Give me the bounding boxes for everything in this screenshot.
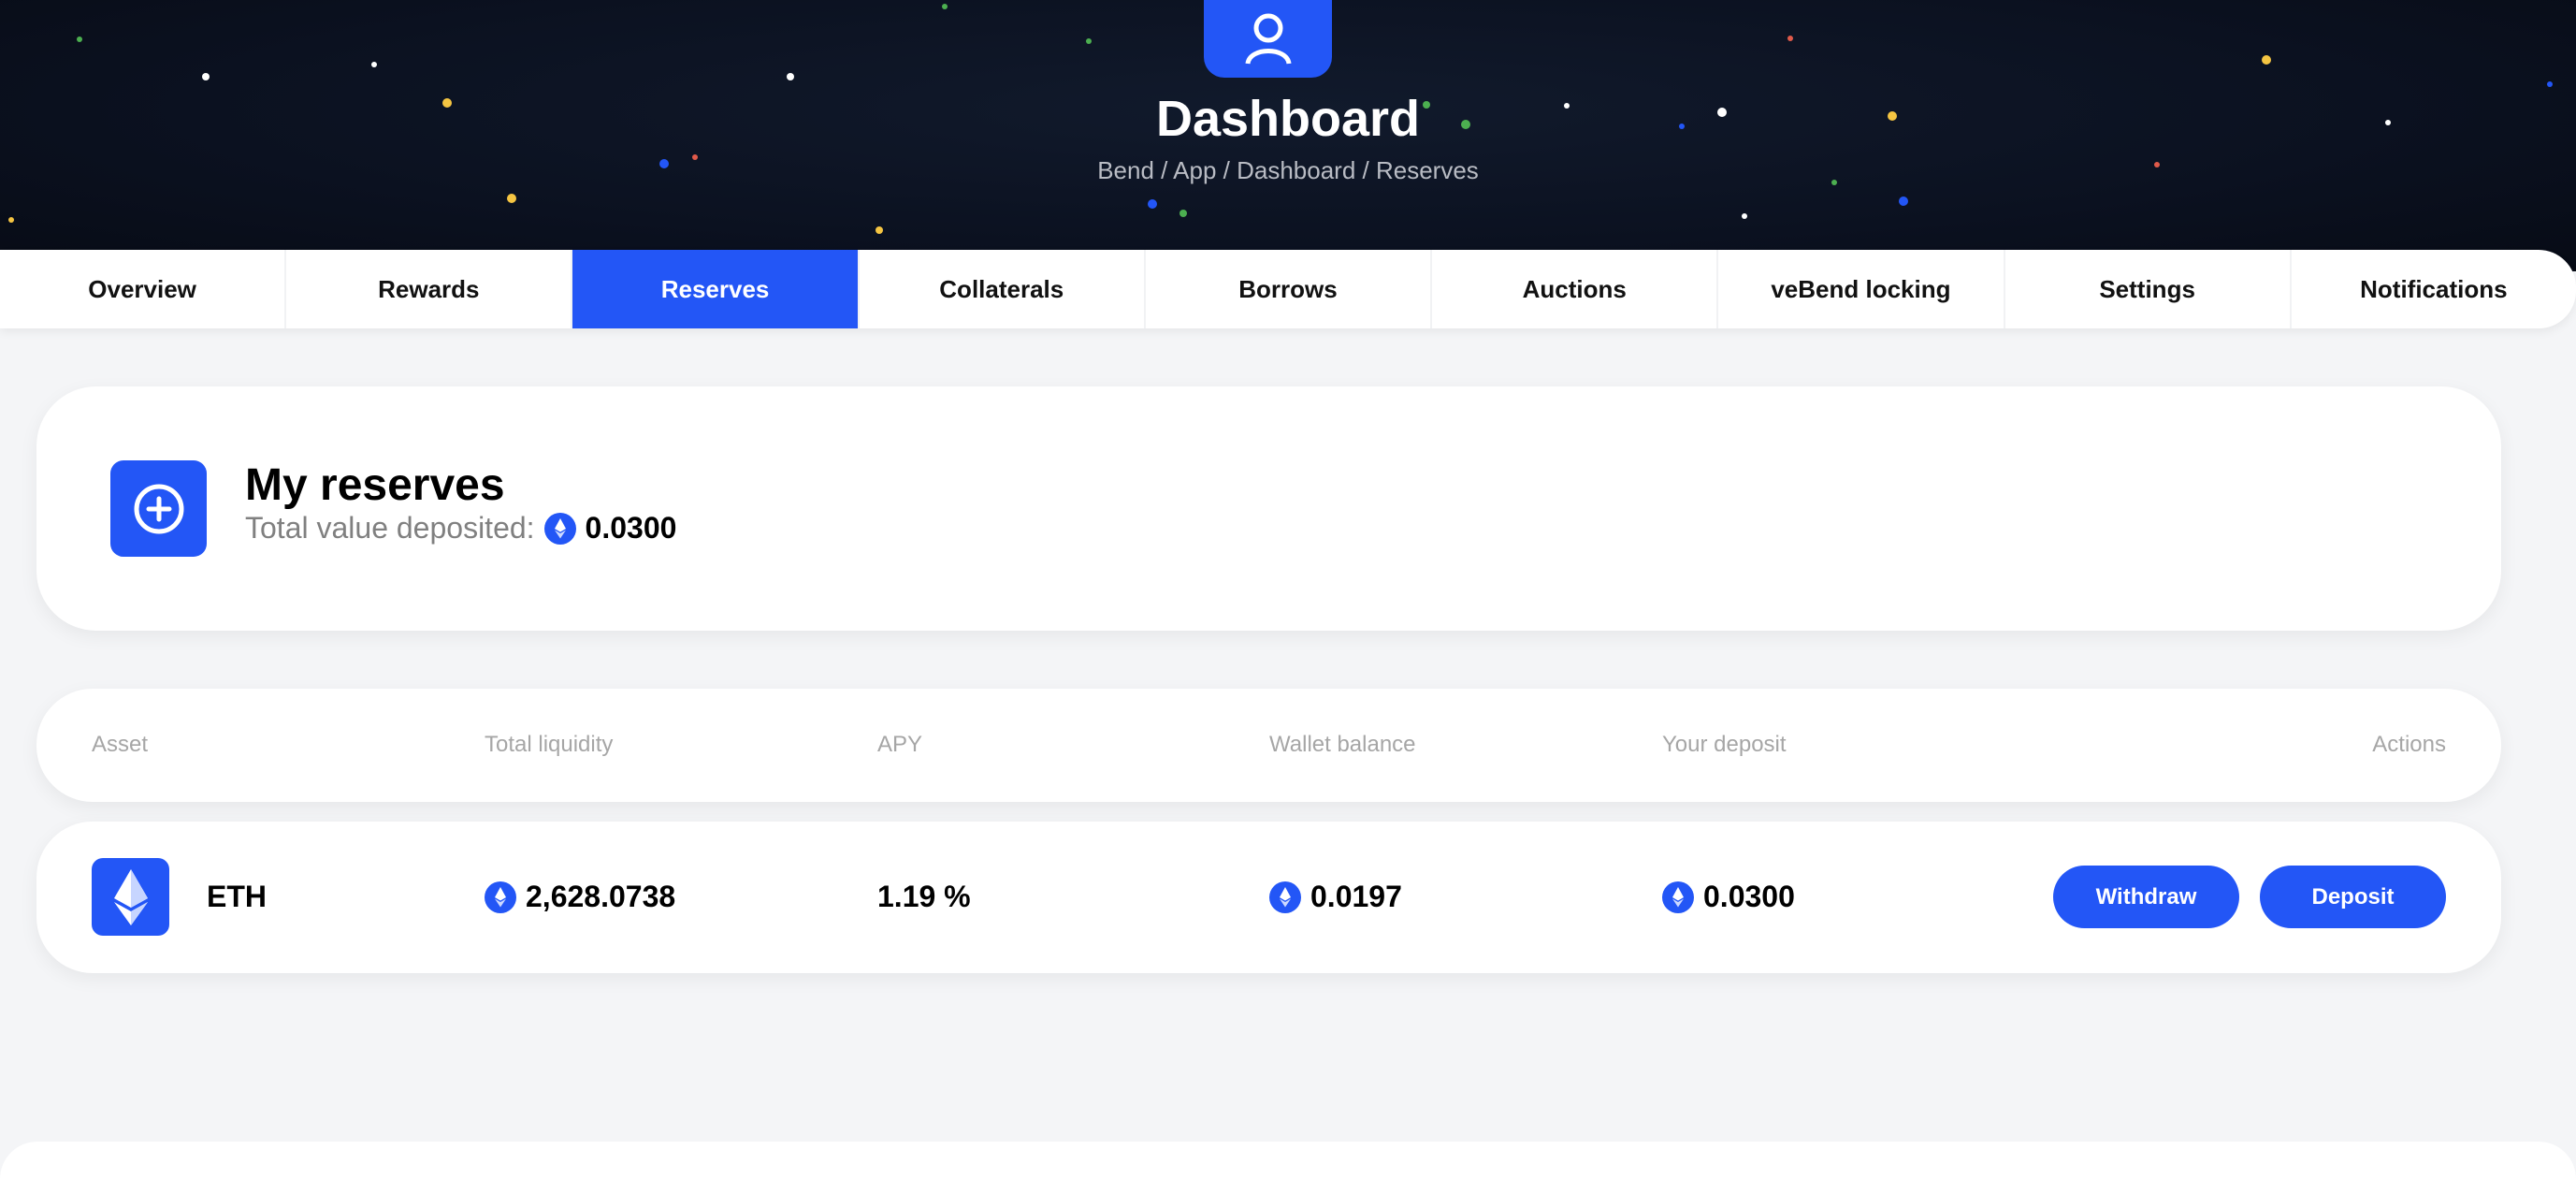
star-dot (442, 98, 452, 108)
header-your-deposit: Your deposit (1662, 732, 1787, 757)
header-apy: APY (877, 732, 923, 757)
star-dot (942, 4, 948, 9)
table-row: ETH 2,628.0738 1.19 % 0.0197 0.0300 With… (36, 822, 2501, 973)
tab-rewards[interactable]: Rewards (286, 250, 573, 328)
withdraw-button[interactable]: Withdraw (2053, 866, 2239, 928)
header-asset: Asset (92, 732, 149, 757)
tab-reserves[interactable]: Reserves (572, 250, 860, 328)
star-dot (8, 217, 14, 223)
star-dot (787, 73, 794, 80)
user-avatar[interactable] (1204, 0, 1332, 78)
header-total-liquidity: Total liquidity (485, 732, 614, 757)
total-liquidity-value: 2,628.0738 (526, 880, 676, 913)
tab-auctions[interactable]: Auctions (1432, 250, 1719, 328)
tab-overview[interactable]: Overview (0, 250, 287, 328)
star-dot (507, 194, 516, 203)
breadcrumb: Bend / App / Dashboard / Reserves (1097, 156, 1479, 184)
total-deposited-value: 0.0300 (585, 511, 677, 545)
tab-settings[interactable]: Settings (2005, 250, 2292, 328)
total-deposited-label: Total value deposited: (245, 511, 535, 545)
eth-icon (485, 881, 516, 913)
star-dot (1831, 180, 1837, 185)
header-actions: Actions (2372, 732, 2446, 757)
tab-collaterals[interactable]: Collaterals (860, 250, 1146, 328)
star-dot (1461, 120, 1470, 129)
star-dot (1086, 38, 1092, 44)
table-header: Asset Total liquidity APY Wallet balance… (36, 689, 2501, 802)
total-deposited: Total value deposited: 0.0300 (245, 511, 676, 546)
eth-icon (1662, 881, 1694, 913)
star-dot (2547, 81, 2553, 87)
tab-bar: Overview Rewards Reserves Collaterals Bo… (0, 250, 2576, 328)
your-deposit-cell: 0.0300 (1662, 880, 1795, 914)
star-dot (1888, 111, 1897, 121)
reserves-summary-card: My reserves Total value deposited: 0.030… (36, 386, 2501, 631)
star-dot (1148, 199, 1157, 209)
star-dot (2385, 120, 2391, 125)
eth-asset-icon (92, 858, 169, 936)
star-dot (1564, 103, 1570, 109)
eth-icon (543, 512, 576, 545)
starfield-decoration (8, 4, 2553, 234)
wallet-balance-cell: 0.0197 (1269, 880, 1402, 914)
asset-name: ETH (207, 880, 267, 913)
star-dot (1899, 196, 1908, 206)
star-dot (1717, 108, 1727, 117)
star-dot (2262, 55, 2271, 65)
page-title: Dashboard (1155, 91, 1421, 147)
plus-circle-icon (110, 460, 207, 557)
tab-vebend-locking[interactable]: veBend locking (1718, 250, 2005, 328)
your-deposit-value: 0.0300 (1703, 880, 1795, 913)
star-dot (1679, 124, 1685, 129)
wallet-balance-value: 0.0197 (1310, 880, 1402, 913)
tab-borrows[interactable]: Borrows (1146, 250, 1433, 328)
star-dot (2154, 162, 2160, 167)
total-liquidity-cell: 2,628.0738 (485, 880, 675, 914)
star-dot (1179, 210, 1187, 217)
star-dot (371, 62, 377, 67)
apy-value: 1.19 % (877, 880, 971, 913)
deposit-button[interactable]: Deposit (2260, 866, 2446, 928)
header-wallet-balance: Wallet balance (1269, 732, 1416, 757)
eth-icon (1269, 881, 1301, 913)
star-dot (659, 159, 669, 168)
star-dot (202, 73, 210, 80)
summary-title: My reserves (245, 460, 505, 510)
star-dot (77, 36, 82, 42)
hero-header: Dashboard Bend / App / Dashboard / Reser… (0, 0, 2576, 271)
next-section-card (0, 1142, 2576, 1179)
tab-notifications[interactable]: Notifications (2360, 274, 2508, 303)
star-dot (876, 226, 883, 234)
star-dot (1742, 213, 1747, 219)
star-dot (1787, 36, 1793, 41)
star-dot (1423, 101, 1430, 109)
star-dot (692, 154, 698, 160)
user-icon (1245, 13, 1291, 65)
